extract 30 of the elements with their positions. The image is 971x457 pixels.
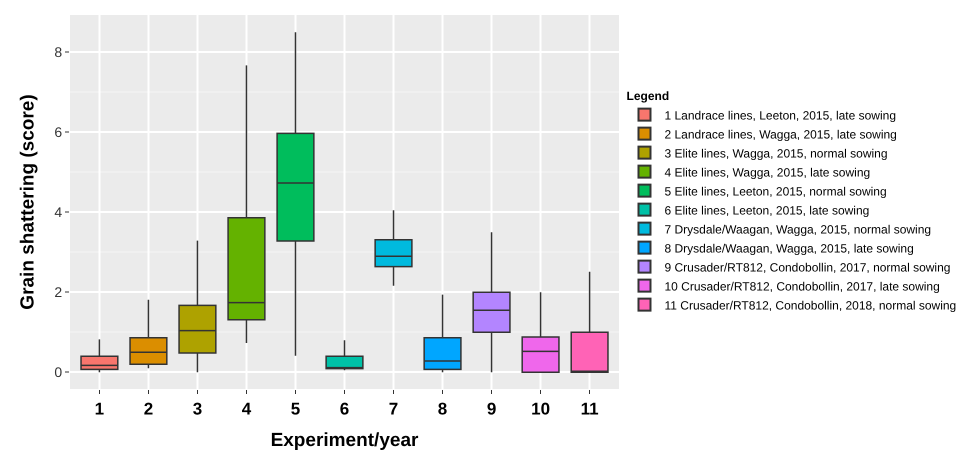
- x-tick-label: 10: [531, 399, 550, 418]
- x-tick-label: 8: [438, 399, 448, 418]
- x-tick-label: 3: [192, 399, 202, 418]
- legend-label: 3 Elite lines, Wagga, 2015, normal sowing: [664, 146, 888, 160]
- x-tick-label: 9: [486, 399, 496, 418]
- y-tick-label: 2: [54, 284, 62, 300]
- y-axis-title: Grain shattering (score): [17, 94, 38, 310]
- x-tick-label: 11: [580, 399, 599, 418]
- x-axis-title: Experiment/year: [270, 430, 420, 452]
- y-tick-label: 6: [54, 124, 62, 140]
- legend-label: 10 Crusader/RT812, Condobollin, 2017, late sowing: [664, 279, 940, 294]
- x-tick-label: 4: [242, 399, 252, 418]
- legend-label: 9 Crusader/RT812, Condobollin, 2017, normal sowing: [664, 260, 950, 274]
- legend-label: 8 Drysdale/Waagan, Wagga, 2015, late sowing: [664, 241, 914, 256]
- legend-label: 1 Landrace lines, Leeton, 2015, late sowing: [664, 108, 896, 122]
- y-tick-label: 4: [54, 204, 62, 220]
- legend-label: 5 Elite lines, Leeton, 2015, normal sowing: [664, 184, 887, 198]
- y-tick-label: 8: [54, 44, 62, 60]
- y-tick-label: 0: [54, 364, 62, 380]
- x-tick-label: 2: [144, 399, 154, 418]
- legend-label: 11 Crusader/RT812, Condobollin, 2018, normal sowing: [664, 298, 956, 312]
- x-tick-label: 5: [290, 399, 300, 418]
- legend-label: 2 Landrace lines, Wagga, 2015, late sowing: [664, 127, 897, 142]
- x-tick-label: 1: [94, 399, 104, 418]
- x-tick-label: 6: [340, 399, 350, 418]
- legend-label: 4 Elite lines, Wagga, 2015, late sowing: [664, 165, 870, 180]
- x-tick-label: 7: [388, 399, 398, 418]
- legend-label: 7 Drysdale/Waagan, Wagga, 2015, normal sowing: [664, 222, 932, 236]
- legend-label: 6 Elite lines, Leeton, 2015, late sowing: [664, 203, 870, 218]
- legend-title: Legend: [626, 89, 670, 104]
